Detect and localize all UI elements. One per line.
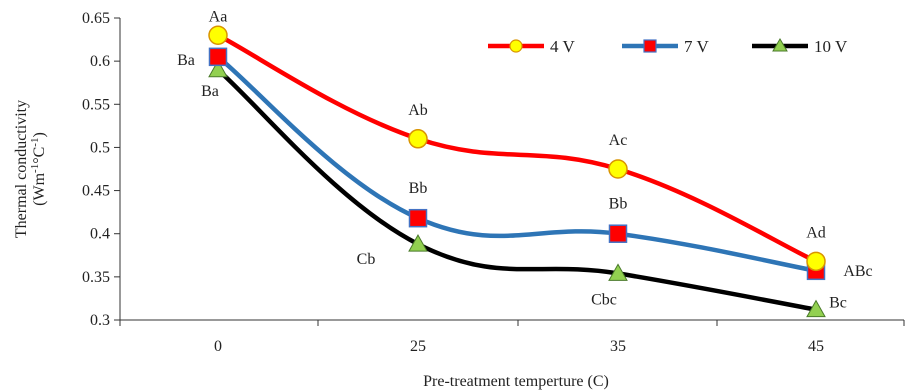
data-label: Ad xyxy=(806,224,826,241)
data-point-triangle xyxy=(608,263,628,281)
y-tick-label: 0.6 xyxy=(90,53,110,70)
x-tick-label: 25 xyxy=(410,338,426,355)
y-tick-label: 0.5 xyxy=(90,139,110,156)
y-axis-label: Thermal conductivity xyxy=(13,100,30,238)
legend-marker-circle xyxy=(509,39,523,53)
x-tick-label: 35 xyxy=(610,338,626,355)
series-markers xyxy=(208,25,826,318)
x-tick-label: 45 xyxy=(808,338,824,355)
data-point-triangle xyxy=(806,299,826,318)
data-point-square xyxy=(208,47,228,67)
data-label: Cbc xyxy=(591,291,617,308)
data-label: Ab xyxy=(408,102,428,119)
series-line-square xyxy=(215,54,819,274)
y-tick-label: 0.65 xyxy=(82,10,110,27)
data-labels: Aa Ab Ac Ad Ba Bb Bb ABc Ba Cb Cbc Bc xyxy=(177,8,873,311)
y-tick-label: 0.4 xyxy=(90,226,110,243)
legend: 4 V 7 V 10 V xyxy=(488,37,848,56)
y-tick-label: 0.45 xyxy=(82,183,110,200)
legend-label: 4 V xyxy=(550,37,575,56)
data-label: Bb xyxy=(609,196,628,213)
y-tick-label: 0.55 xyxy=(82,96,110,113)
x-axis-label: Pre-treatment temperture (C) xyxy=(423,373,609,390)
data-label: Ba xyxy=(201,83,219,100)
y-axis-title: Thermal conductivity (Wm-1°C-1) xyxy=(13,100,48,238)
legend-label: 10 V xyxy=(814,37,848,56)
x-tick-label: 0 xyxy=(214,338,222,355)
x-ticks: 0 25 35 45 xyxy=(119,320,905,355)
legend-marker-square xyxy=(643,39,657,53)
legend-label: 7 V xyxy=(684,37,709,56)
series-line-triangle xyxy=(215,67,819,312)
data-label: Ba xyxy=(177,52,195,69)
data-point-triangle xyxy=(208,59,228,78)
data-label: Bc xyxy=(829,295,847,312)
data-label: Cb xyxy=(357,251,376,268)
y-axis-unit: (Wm-1°C-1) xyxy=(29,132,48,206)
series-line-circle xyxy=(215,33,819,264)
data-label: Ac xyxy=(609,132,628,149)
y-tick-label: 0.35 xyxy=(82,269,110,286)
y-ticks: 0.3 0.35 0.4 0.45 0.5 0.55 0.6 0.65 xyxy=(82,10,120,329)
y-tick-label: 0.3 xyxy=(90,312,110,329)
data-label: Aa xyxy=(209,8,228,25)
data-point-triangle xyxy=(408,234,428,252)
data-point-square xyxy=(608,224,628,243)
legend-marker-triangle xyxy=(772,38,788,52)
data-point-circle xyxy=(408,129,428,149)
axes xyxy=(119,18,904,321)
data-label: Bb xyxy=(409,180,428,197)
data-point-circle xyxy=(608,159,628,179)
data-label: ABc xyxy=(843,263,872,280)
data-point-circle xyxy=(806,251,826,272)
data-point-circle xyxy=(208,25,228,46)
series-lines xyxy=(215,33,819,312)
data-point-square xyxy=(408,208,428,228)
